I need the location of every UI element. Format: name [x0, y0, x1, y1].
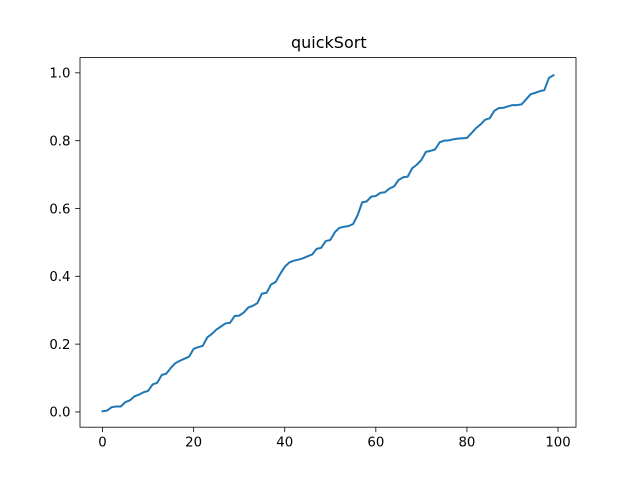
y-tick-label: 0.6: [49, 202, 70, 217]
x-tick-label: 40: [276, 436, 293, 451]
y-tick-label: 1.0: [49, 67, 70, 82]
y-tick-label: 0.0: [49, 406, 70, 421]
y-axis: 0.0 0.2 0.4 0.6 0.8 1.0: [49, 67, 80, 421]
x-axis: 0 20 40 60 80 100: [98, 427, 571, 451]
y-tick-label: 0.8: [49, 134, 70, 149]
x-tick-label: 100: [545, 436, 570, 451]
x-tick-label: 60: [367, 436, 384, 451]
y-tick-label: 0.2: [49, 338, 70, 353]
y-tick-label: 0.4: [49, 270, 70, 285]
x-tick-label: 20: [185, 436, 202, 451]
chart-title: quickSort: [291, 33, 367, 52]
x-tick-label: 80: [458, 436, 475, 451]
plot-area-frame: [79, 57, 577, 428]
series-layer: [101, 73, 555, 413]
x-tick-label: 0: [98, 436, 106, 451]
series-line-0: [101, 73, 555, 413]
